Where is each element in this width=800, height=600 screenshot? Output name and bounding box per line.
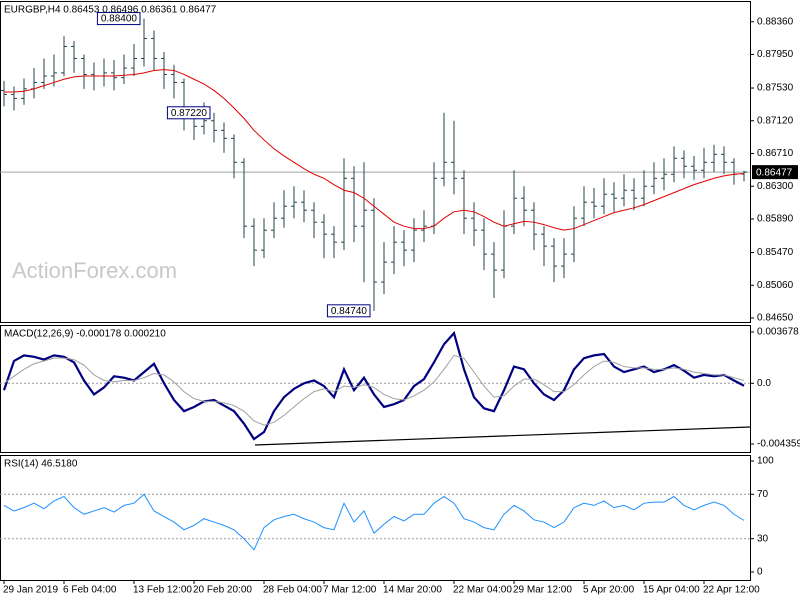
indicator-line [2,330,745,441]
y-tick-label: -0.004359 [757,439,800,450]
x-tick-label: 14 Mar 20:00 [383,585,442,596]
moving-average [4,69,745,231]
x-tick-label: 22 Apr 12:00 [703,585,760,596]
y-tick-label: 0.85060 [757,280,794,291]
x-tick-label: 13 Feb 12:00 [133,585,192,596]
y-tick-label: 0.85890 [757,214,794,225]
y-tick-label: 0.88360 [757,16,794,27]
y-tick-label: 70 [757,489,769,500]
watermark: ActionForex.com [12,258,177,283]
y-tick-label: 0.87950 [757,49,794,60]
panel-title: RSI(14) 46.5180 [4,459,78,470]
price-panel [0,1,751,323]
indicator-line [3,493,745,551]
macd-panel [0,325,751,453]
annotation-box [96,12,141,26]
panel-title: EURGBP,H4 0.86453 0.86496 0.86361 0.8647… [4,5,217,16]
y-tick-label: 0.85470 [757,247,794,258]
y-tick-label: 0.87120 [757,115,794,126]
annotation-label: 0.84740 [331,306,368,317]
last-price-label: 0.86477 [756,167,793,178]
last-price-box [752,165,798,180]
y-tick-label: 0.0 [757,378,771,389]
x-tick-label: 5 Apr 20:00 [583,585,635,596]
x-tick-label: 29 Mar 12:00 [513,585,572,596]
y-tick-label: 0.87530 [757,83,794,94]
x-tick-label: 20 Feb 20:00 [193,585,252,596]
rsi-panel [0,455,751,581]
x-tick-label: 29 Jan 2019 [3,585,58,596]
panel-title: MACD(12,26,9) -0.000178 0.000210 [4,329,166,340]
y-tick-label: 0.86300 [757,181,794,192]
x-tick-label: 6 Feb 04:00 [63,585,117,596]
y-tick-label: 0.003678 [757,327,799,338]
y-tick-label: 30 [757,533,769,544]
x-tick-label: 15 Apr 04:00 [643,585,700,596]
annotation-label: 0.87220 [171,108,208,119]
y-tick-label: 0.86710 [757,148,794,159]
y-tick-label: 100 [757,456,774,467]
annotation-box [326,304,371,318]
y-tick-label: 0 [757,567,763,578]
x-tick-label: 7 Mar 12:00 [323,585,377,596]
y-tick-label: 0.84650 [757,313,794,324]
annotation-label: 0.88400 [101,14,138,25]
trend-line [254,426,751,446]
x-tick-label: 28 Feb 04:00 [263,585,322,596]
x-tick-label: 22 Mar 04:00 [453,585,512,596]
annotation-box [166,106,211,120]
indicator-line [3,354,745,426]
